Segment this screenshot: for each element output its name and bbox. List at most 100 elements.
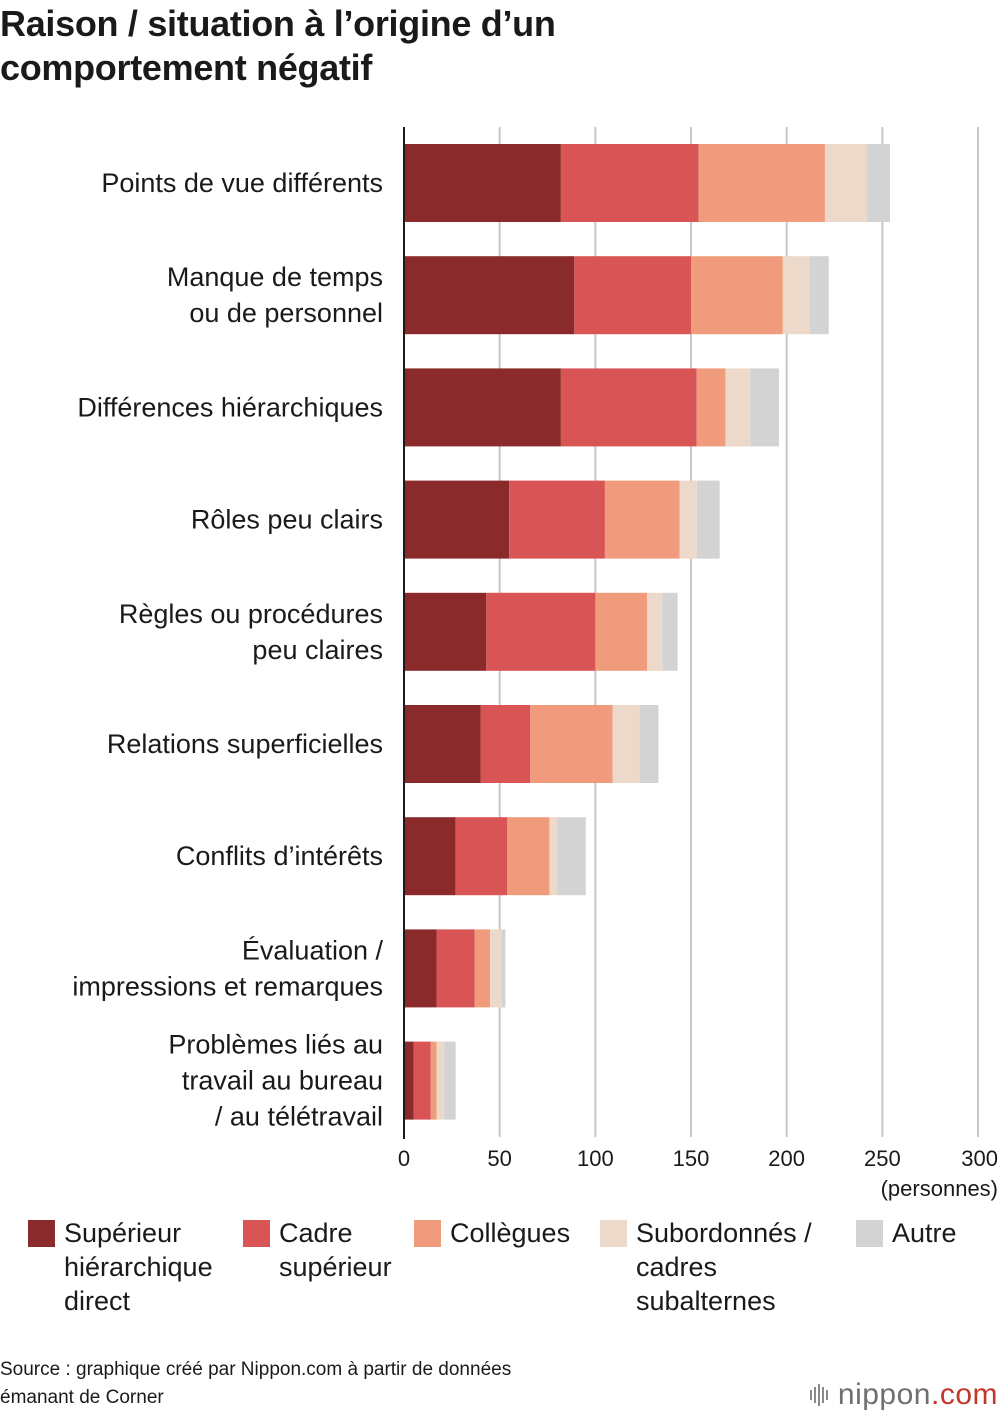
legend-label-line: Supérieur [64, 1218, 182, 1248]
category-label: Problèmes liés au travail au bureau / au t… [168, 1030, 383, 1132]
legend-item-superieur-direct: Supérieur hiérarchique direct [28, 1216, 213, 1318]
x-tick-label: 0 [398, 1146, 410, 1171]
legend-label-line: hiérarchique [64, 1252, 213, 1282]
bar-segment [480, 705, 531, 783]
x-tick-label: 150 [673, 1146, 710, 1171]
category-label: Relations superficielles [107, 729, 383, 759]
x-tick-label: 50 [487, 1146, 511, 1171]
legend-swatch-autre [856, 1220, 883, 1247]
bar-segment [560, 368, 697, 447]
legend-label-line: direct [64, 1286, 131, 1316]
bar-segment [404, 256, 575, 335]
chart-title-line-2: comportement négatif [0, 47, 373, 88]
bar-segment [595, 592, 647, 671]
bar-segment [691, 256, 783, 335]
category-label-line: Différences hiérarchiques [77, 392, 383, 422]
legend-item-autre: Autre [856, 1216, 957, 1250]
legend-label-line: Collègues [450, 1218, 571, 1248]
bar-segment [549, 817, 558, 896]
bar-segment [413, 1041, 431, 1120]
bar-segment [750, 368, 780, 447]
category-label-line: Manque de temps [167, 262, 383, 292]
legend-label-line: Autre [892, 1218, 957, 1248]
legend-swatch-superieur-direct [28, 1220, 55, 1247]
bar-segment [662, 592, 678, 671]
category-label-line: Règles ou procédures [119, 599, 383, 629]
bar-segment [490, 929, 502, 1008]
bar-segment [725, 368, 751, 447]
legend-swatch-subordonnes [600, 1220, 627, 1247]
legend-label-line: Subordonnés / [636, 1218, 812, 1248]
legend-item-subordonnes: Subordonnés / cadres subalternes [600, 1216, 812, 1318]
legend-swatch-collegues [414, 1220, 441, 1247]
x-tick-label: 250 [864, 1146, 901, 1171]
bar-segment [507, 817, 550, 896]
bar-segment [509, 480, 605, 559]
source-line-2: émanant de Corner [0, 1387, 164, 1408]
bar-segment [474, 929, 491, 1008]
category-label: Règles ou procédures peu claires [119, 599, 383, 665]
bar-segment [404, 368, 561, 447]
category-label: Différences hiérarchiques [77, 392, 383, 422]
legend-label-line: cadres [636, 1252, 718, 1282]
legend-item-collegues: Collègues [414, 1216, 570, 1250]
x-tick-label: 100 [577, 1146, 614, 1171]
category-label-line: ou de personnel [189, 298, 383, 328]
x-tick-label: 200 [768, 1146, 805, 1171]
bar-segment [430, 1041, 437, 1120]
category-label-line: / au télétravail [215, 1102, 383, 1132]
category-label-line: Relations superficielles [107, 729, 383, 759]
chart-title: Raison / situation à l’origine d’un comp… [0, 2, 760, 90]
category-label: Évaluation / impressions et remarques [72, 935, 383, 1001]
bar-segment [574, 256, 691, 335]
bar-segment [404, 144, 561, 222]
legend-label-line: supérieur [279, 1252, 392, 1282]
bar-segment [646, 592, 663, 671]
bar-segment [530, 705, 613, 783]
source-line-1: Source : graphique créé par Nippon.com à… [0, 1359, 512, 1380]
bar-segment [696, 480, 720, 559]
bar-segment [404, 817, 456, 896]
bar-segment [404, 1041, 414, 1120]
category-label: Points de vue différents [101, 168, 383, 198]
bar-segment [444, 1041, 456, 1120]
stacked-bar-chart: Points de vue différents Manque de temps o… [72, 127, 998, 1201]
category-label-line: travail au bureau [182, 1066, 383, 1096]
bar-segment [501, 929, 506, 1008]
chart-title-line-1: Raison / situation à l’origine d’un [0, 3, 556, 44]
legend-label-line: Cadre [279, 1218, 353, 1248]
bar-segment [436, 929, 475, 1008]
bar-segment [867, 144, 890, 222]
legend-swatch-cadre-superieur [243, 1220, 270, 1247]
x-tick-label: 300 [961, 1146, 998, 1171]
category-label: Conflits d’intérêts [176, 841, 383, 871]
source-note: Source : graphique créé par Nippon.com à… [0, 1356, 720, 1412]
bar-segment [404, 929, 437, 1008]
bar-segment [455, 817, 508, 896]
bar-segment [557, 817, 586, 896]
bar-segment [404, 592, 487, 671]
category-label-line: Points de vue différents [101, 168, 383, 198]
bar-segment [486, 592, 596, 671]
logo-bars-icon [809, 1384, 830, 1406]
category-label-line: Problèmes liés au [168, 1030, 383, 1060]
category-label-line: peu claires [252, 635, 383, 665]
category-label: Rôles peu clairs [191, 505, 383, 535]
category-label: Manque de temps ou de personnel [167, 262, 383, 328]
bar-segment [679, 480, 697, 559]
logo-suffix: .com [930, 1378, 998, 1411]
bar-segment [612, 705, 640, 783]
bar-segment [436, 1041, 445, 1120]
bar-segment [809, 256, 829, 335]
bar-segment [604, 480, 680, 559]
legend-label-line: subalternes [636, 1286, 776, 1316]
bar-segment [560, 144, 699, 222]
legend: Supérieur hiérarchique direct Cadre supé… [0, 1216, 1000, 1326]
category-label-line: Rôles peu clairs [191, 505, 383, 535]
bar-segment [639, 705, 659, 783]
bar-segment [824, 144, 868, 222]
bar-segment [698, 144, 825, 222]
bar-segment [404, 705, 481, 783]
category-label-line: Conflits d’intérêts [176, 841, 383, 871]
legend-item-cadre-superieur: Cadre supérieur [243, 1216, 392, 1284]
